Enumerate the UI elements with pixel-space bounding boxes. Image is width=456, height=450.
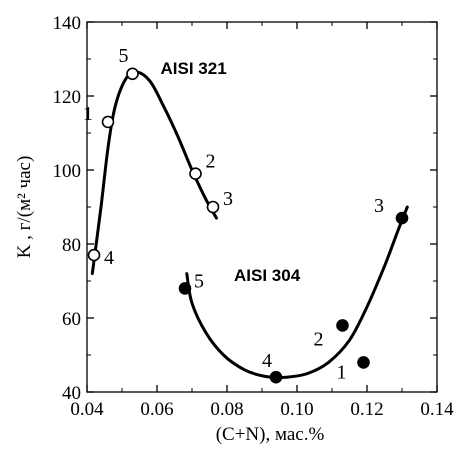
- y-tick-label: 140: [53, 13, 82, 34]
- data-point-aisi-304: [395, 211, 409, 225]
- series-labels: AISI 321 AISI 304: [161, 59, 301, 285]
- y-tick-label: 120: [53, 87, 82, 108]
- x-tick-label: 0.10: [280, 399, 313, 420]
- data-point-aisi-304: [178, 282, 192, 295]
- axis-titles: (C+N), мас.% K , г/(м² час): [14, 156, 324, 445]
- point-label-aisi-321: 5: [119, 45, 129, 67]
- point-label-aisi-304: 1: [337, 361, 347, 383]
- x-tick-label: 0.04: [70, 399, 104, 420]
- data-point-aisi-304: [269, 370, 283, 384]
- x-tick-label: 0.12: [350, 399, 383, 420]
- point-label-aisi-321: 2: [206, 151, 216, 173]
- series-label-aisi-304: AISI 304: [234, 266, 301, 285]
- axes: [86, 21, 438, 393]
- data-points: [87, 67, 409, 384]
- data-point-aisi-321: [101, 115, 115, 129]
- point-label-aisi-304: 3: [374, 195, 384, 217]
- point-label-aisi-304: 4: [262, 350, 272, 372]
- data-point-aisi-321: [87, 248, 101, 262]
- point-label-aisi-304: 2: [314, 328, 324, 350]
- x-tick-label: 0.08: [210, 399, 243, 420]
- data-point-aisi-321: [206, 200, 220, 214]
- point-label-aisi-321: 1: [83, 103, 93, 125]
- point-label-aisi-321: 3: [223, 188, 233, 210]
- fit-curve-aisi-304: [185, 205, 409, 380]
- data-point-aisi-321: [126, 67, 139, 81]
- x-tick-label: 0.14: [420, 399, 454, 420]
- plot-frame: [86, 21, 438, 393]
- y-axis-title: K , г/(м² час): [14, 156, 35, 259]
- fit-curves: [90, 70, 409, 380]
- y-tick-label: 60: [62, 309, 81, 330]
- y-tick-label: 40: [62, 383, 81, 404]
- data-point-aisi-304: [336, 319, 349, 332]
- y-tick-label: 80: [62, 235, 81, 256]
- point-label-aisi-304: 5: [194, 270, 204, 292]
- y-tick-label: 100: [53, 161, 82, 182]
- series-label-aisi-321: AISI 321: [161, 59, 227, 78]
- data-point-aisi-321: [189, 167, 202, 180]
- ticks: 0.04 0.06 0.08 0.10 0.12 0.14 40 60 80 100 120 140: [53, 13, 455, 420]
- data-point-aisi-304: [357, 356, 370, 369]
- x-tick-label: 0.06: [140, 399, 173, 420]
- point-label-aisi-321: 4: [104, 247, 114, 269]
- x-axis-title: (C+N), мас.%: [216, 424, 325, 445]
